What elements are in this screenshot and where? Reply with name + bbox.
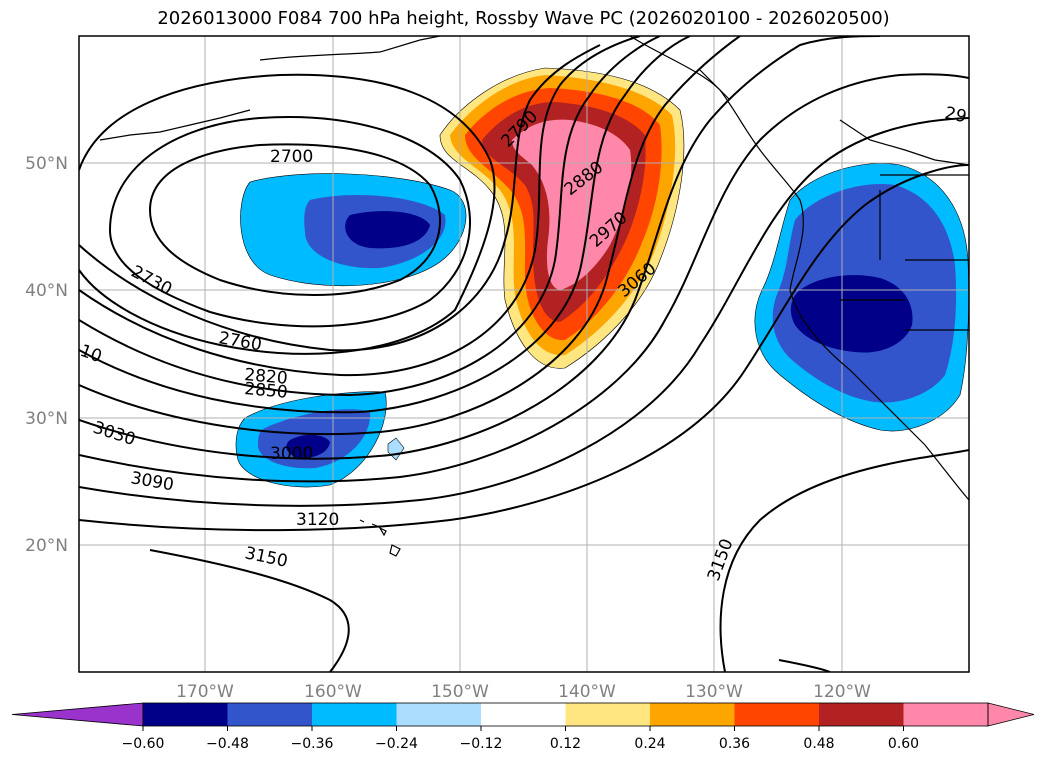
plot-frame	[78, 35, 970, 673]
lon-label: 130°W	[685, 682, 743, 702]
colorbar-tick-label: −0.24	[375, 736, 418, 752]
contour-label: 2820	[244, 365, 289, 389]
map-title: 2026013000 F084 700 hPa height, Rossby W…	[157, 8, 890, 29]
colorbar-tick-label: 0.12	[550, 736, 581, 752]
contour-label: 2850	[244, 379, 289, 403]
colorbar-segment	[227, 703, 312, 726]
colorbar-extend-high	[987, 702, 1035, 727]
colorbar-tick-label: −0.36	[291, 736, 334, 752]
colorbar	[11, 702, 1035, 727]
colorbar-tick-label: 0.48	[803, 736, 834, 752]
colorbar-tick-label: 0.36	[719, 736, 750, 752]
contour-label: 2700	[270, 147, 313, 167]
negative-anomaly-west	[240, 173, 467, 287]
coastlines	[99, 36, 969, 557]
lon-label: 120°W	[813, 682, 871, 702]
lat-label: 30°N	[25, 409, 68, 429]
lat-label: 50°N	[25, 154, 68, 174]
colorbar-segment	[143, 703, 228, 726]
contour-labels: 2700 2730 2760 2790 2820 2850 2880 2970 …	[79, 103, 968, 583]
contour-label: 3000	[270, 444, 313, 464]
lon-label: 150°W	[431, 682, 489, 702]
colorbar-tick-label: 0.24	[634, 736, 665, 752]
colorbar-tick-label: −0.48	[206, 736, 249, 752]
colorbar-segment	[481, 703, 566, 726]
contour-label: 3120	[296, 510, 339, 530]
contour-label: 29	[943, 103, 968, 127]
longitude-labels: 170°W 160°W 150°W 140°W 130°W 120°W	[176, 682, 871, 702]
positive-anomaly-ridge	[439, 67, 685, 369]
lon-label: 140°W	[558, 682, 616, 702]
negative-anomaly-east	[754, 163, 969, 432]
colorbar-segment	[565, 703, 650, 726]
lon-label: 170°W	[176, 682, 234, 702]
colorbar-tick-label: −0.12	[460, 736, 503, 752]
colorbar-segment	[903, 703, 988, 726]
colorbar-segment	[312, 703, 397, 726]
graticule	[79, 36, 969, 672]
colorbar-ticks: −0.60 −0.48 −0.36 −0.24 −0.12 0.12 0.24 0.36 0.4…	[122, 726, 919, 752]
lat-label: 20°N	[25, 536, 68, 556]
map-plot-area: 2700 2730 2760 2790 2820 2850 2880 2970 …	[79, 36, 969, 672]
height-contours	[79, 36, 969, 672]
colorbar-extend-low	[11, 702, 144, 727]
latitude-labels: 50°N 40°N 30°N 20°N	[25, 154, 68, 556]
colorbar-segment	[819, 703, 904, 726]
colorbar-segment	[396, 703, 481, 726]
lon-label: 160°W	[304, 682, 362, 702]
lat-label: 40°N	[25, 281, 68, 301]
colorbar-segment	[650, 703, 735, 726]
colorbar-tick-label: 0.60	[888, 736, 919, 752]
colorbar-segment	[734, 703, 819, 726]
colorbar-tick-label: −0.60	[122, 736, 165, 752]
